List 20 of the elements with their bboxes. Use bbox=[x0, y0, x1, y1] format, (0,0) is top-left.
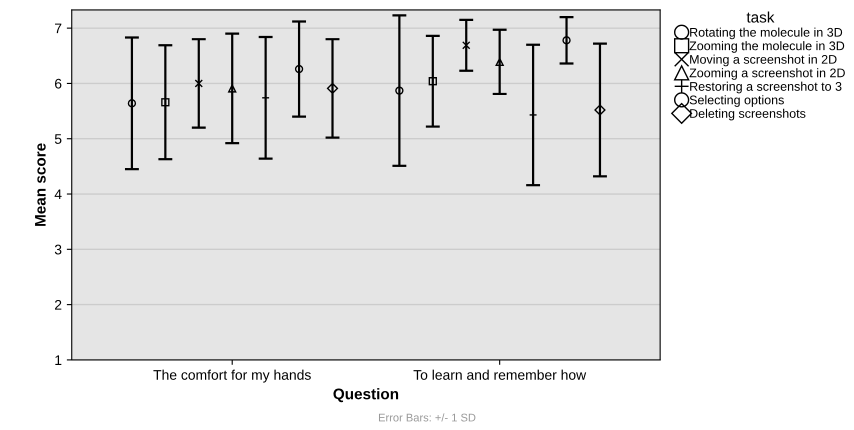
legend-title: task bbox=[746, 11, 774, 23]
y-tick-label: 5 bbox=[54, 134, 62, 144]
x-tick-label: The comfort for my hands bbox=[153, 370, 311, 383]
legend-label: Deleting screenshots bbox=[690, 108, 806, 120]
y-tick-label: 3 bbox=[54, 244, 62, 254]
y-tick-label: 4 bbox=[54, 190, 62, 200]
y-axis-title: Mean score bbox=[35, 143, 46, 226]
legend-label: Rotating the molecule in 3D bbox=[690, 28, 842, 40]
legend-label: Selecting options bbox=[690, 95, 784, 107]
y-tick-label: 7 bbox=[55, 24, 62, 34]
legend-label: Moving a screenshot in 2D bbox=[690, 54, 837, 66]
x-axis-title: Question bbox=[333, 388, 398, 402]
y-tick-label: 2 bbox=[54, 300, 62, 310]
text: Error Bars: +/- 1 SD bbox=[378, 413, 476, 422]
y-tick-label: 6 bbox=[54, 78, 62, 89]
legend-label: Zooming a screenshot in 2D bbox=[690, 68, 845, 80]
legend-label: Restoring a screenshot to 3 bbox=[690, 82, 842, 94]
legend-label: Zooming the molecule in 3D bbox=[690, 41, 844, 53]
x-tick-label: To learn and remember how bbox=[414, 370, 586, 380]
y-tick-label: 1 bbox=[55, 355, 62, 365]
